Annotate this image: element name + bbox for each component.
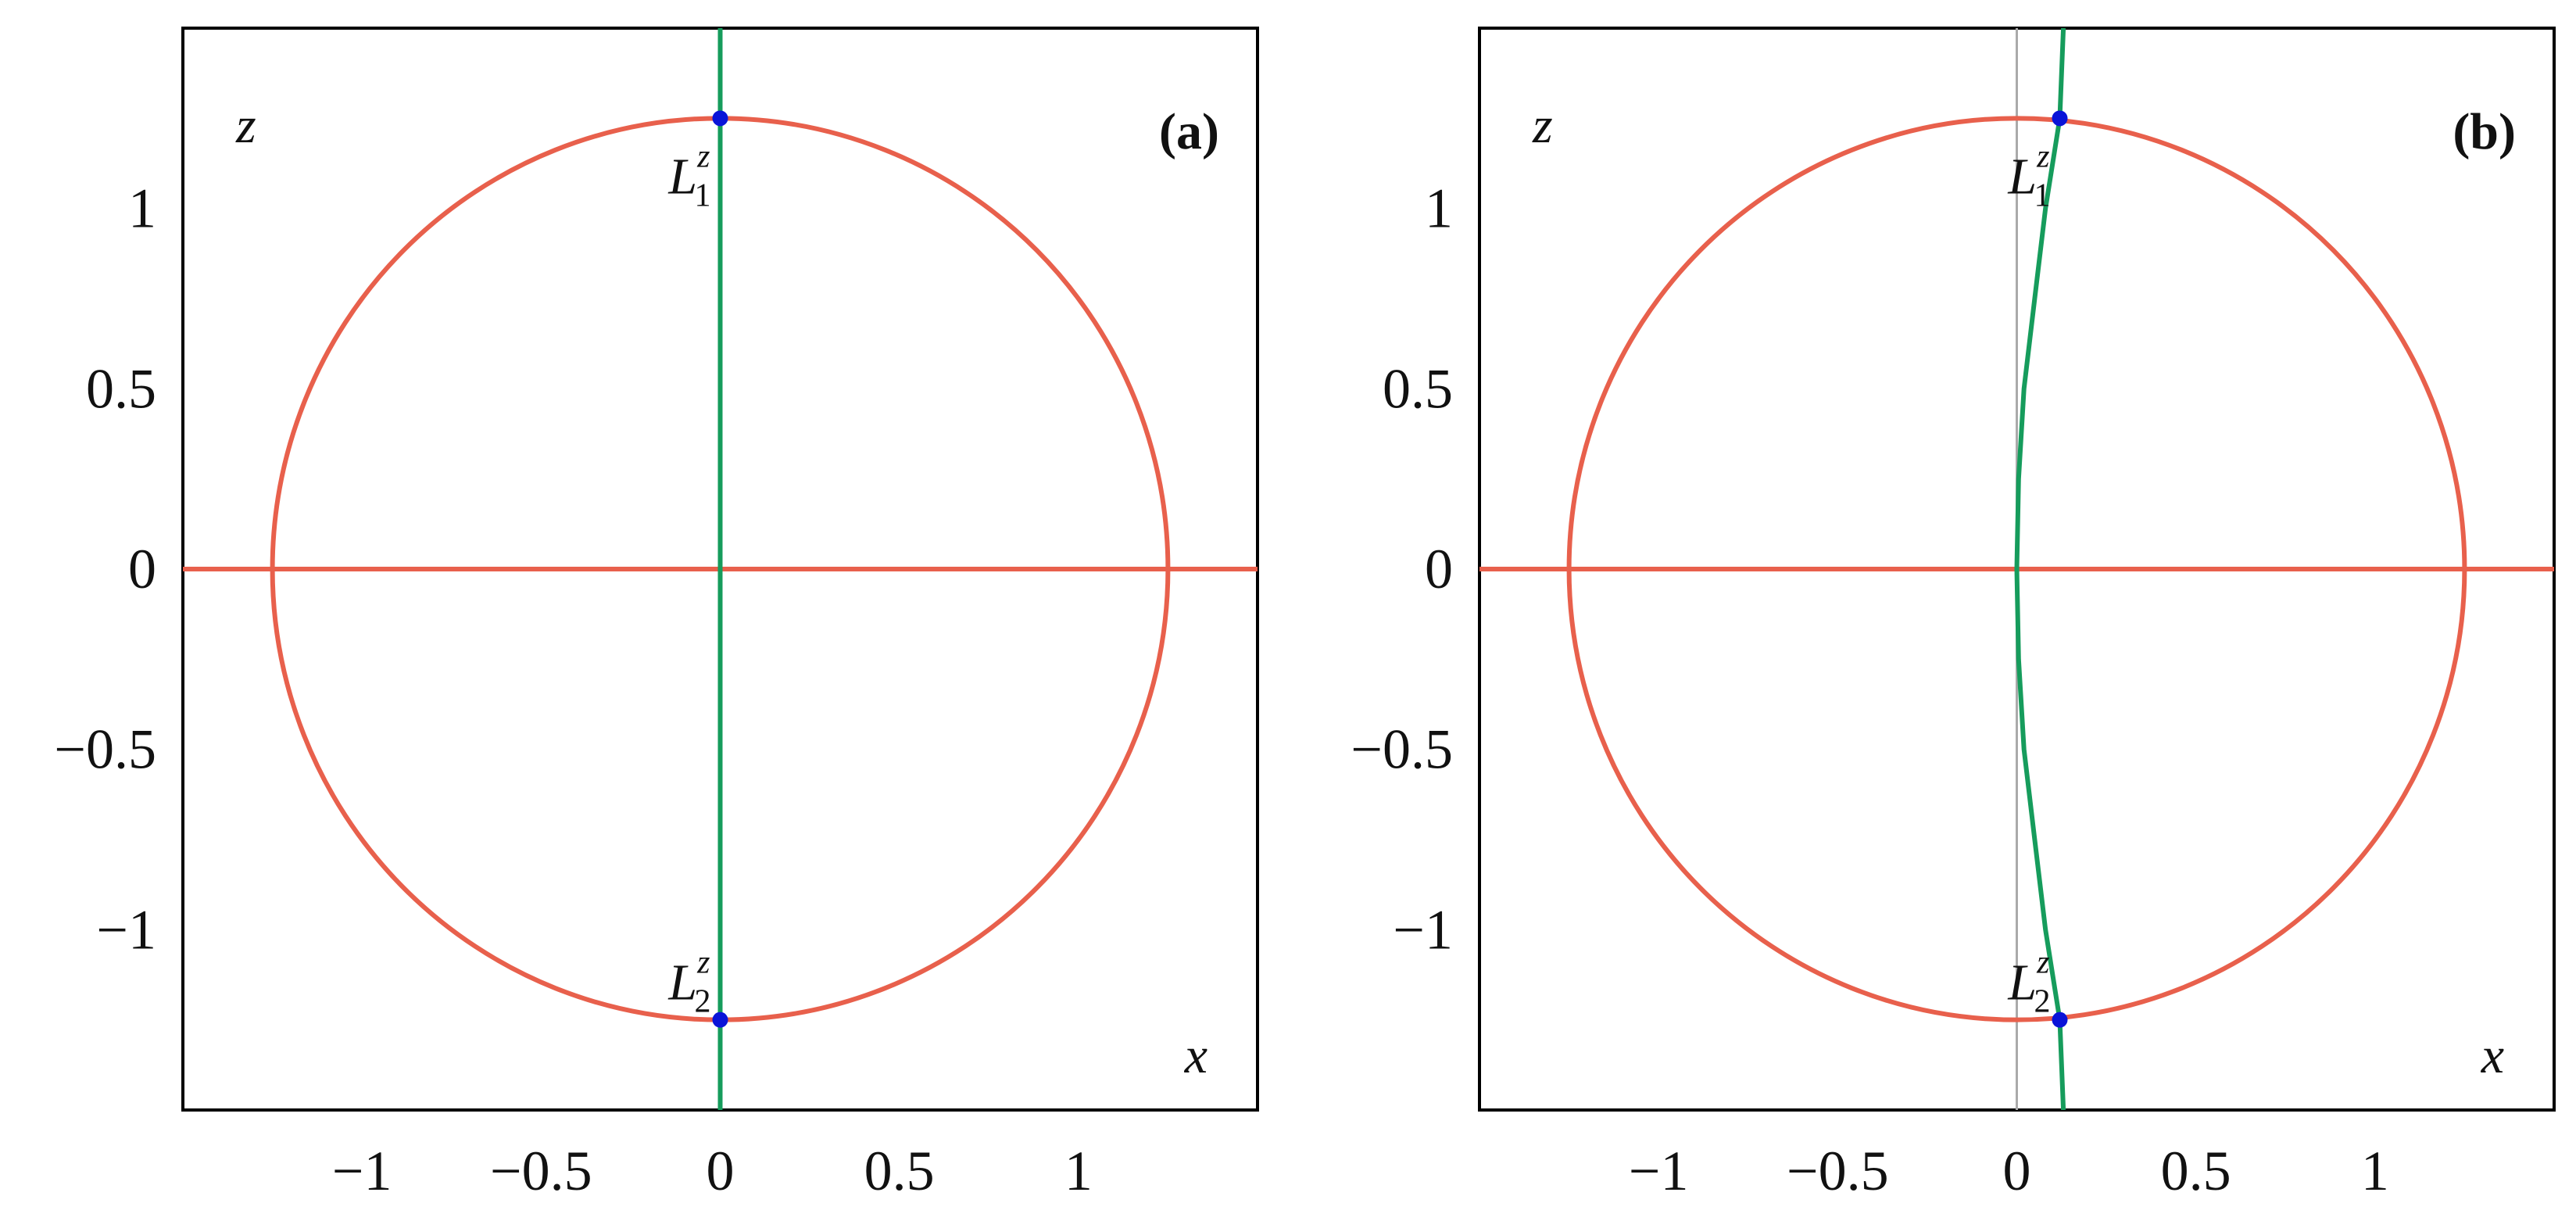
panel-b-y-tick-label: 0.5 <box>1383 357 1453 420</box>
panel-a-plot: −1 −0.5 0 0.5 1 −1 −0.5 0 0.5 1 Lz 1 Lz 2 <box>54 28 1258 1202</box>
panel-a-point-L2-label: Lz 2 <box>667 945 710 1020</box>
panel-b-y-axis-label: z <box>1532 97 1553 154</box>
panel-a-y-tick-label: −1 <box>96 898 156 961</box>
panel-b-x-tick-label: −0.5 <box>1787 1140 1889 1202</box>
panel-b-x-tick-label: −1 <box>1629 1140 1689 1202</box>
panel-a-x-tick-label: −1 <box>332 1140 392 1202</box>
panel-b: −1 −0.5 0 0.5 1 −1 −0.5 0 0.5 1 Lz 1 Lz 2 (b) z x <box>1351 27 2556 1202</box>
panel-a-label: (a) <box>1159 103 1219 160</box>
panel-a-y-tick-label: −0.5 <box>54 718 156 781</box>
panel-a-x-tick-label: −0.5 <box>490 1140 592 1202</box>
panel-a-y-tick-label: 0.5 <box>86 357 156 420</box>
panel-b-x-tick-label: 0.5 <box>2161 1140 2231 1202</box>
panel-b-x-tick-label: 1 <box>2361 1140 2389 1202</box>
panel-b-point-L1-label: Lz 1 <box>2007 138 2050 213</box>
panel-b-point-L2-label: Lz 2 <box>2007 945 2050 1020</box>
panel-b-series-3-curve <box>2014 27 2066 1111</box>
panel-b-x-axis-label: x <box>2481 1027 2504 1084</box>
panel-a-point-L1-label: Lz 1 <box>667 138 710 213</box>
panel-b-y-tick-label: 1 <box>1425 177 1453 240</box>
panel-a-y-axis-label: z <box>235 97 256 154</box>
panel-b-label: (b) <box>2453 103 2516 160</box>
panel-b-plot: −1 −0.5 0 0.5 1 −1 −0.5 0 0.5 1 Lz 1 Lz 2 <box>1351 27 2554 1202</box>
panel-a-y-tick-label: 0 <box>128 538 156 600</box>
panel-a-x-tick-label: 0 <box>707 1140 735 1202</box>
panel-a-x-tick-label: 1 <box>1064 1140 1093 1202</box>
panel-a-y-tick-label: 1 <box>128 177 156 240</box>
panel-a: −1 −0.5 0 0.5 1 −1 −0.5 0 0.5 1 Lz 1 Lz 2 (a) z x <box>54 27 1259 1202</box>
panel-a-x-tick-label: 0.5 <box>864 1140 935 1202</box>
panel-b-y-tick-label: −0.5 <box>1351 718 1453 781</box>
panel-b-point-L1 <box>2052 110 2068 127</box>
panel-b-x-tick-label: 0 <box>2003 1140 2031 1202</box>
panel-b-y-tick-label: 0 <box>1425 538 1453 600</box>
panel-b-point-L2 <box>2052 1012 2068 1028</box>
panel-a-x-axis-label: x <box>1184 1027 1208 1084</box>
panel-a-point-L2 <box>712 1012 728 1028</box>
panel-b-y-tick-label: −1 <box>1393 898 1453 961</box>
panel-a-point-L1 <box>712 110 728 127</box>
